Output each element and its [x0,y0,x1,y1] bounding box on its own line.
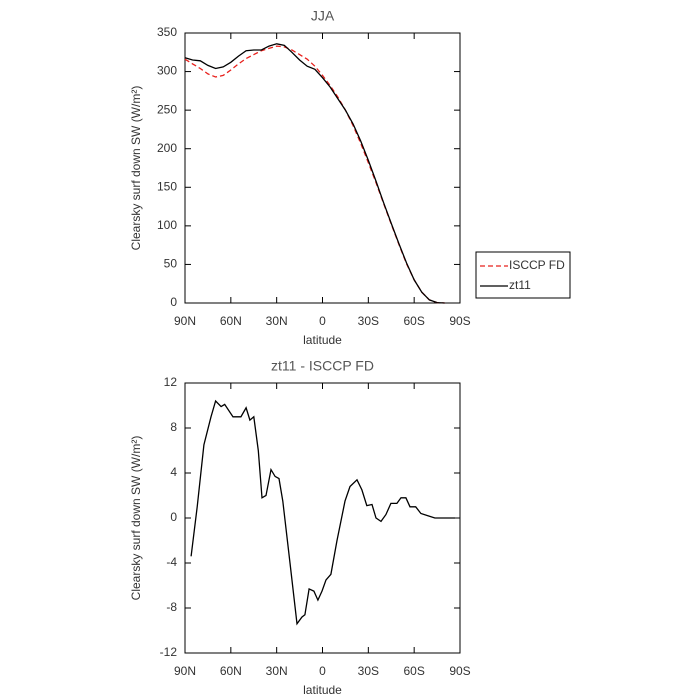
x-tick-label: 90N [174,314,196,328]
x-tick-label: 30S [358,664,379,678]
legend-label: ISCCP FD [509,258,565,272]
plot-frame [184,382,461,654]
x-tick-label: 30N [266,314,288,328]
y-tick-label: 350 [157,25,177,39]
y-axis-label: Clearsky surf down SW (W/m²) [129,86,143,251]
x-tick-label: 60N [220,664,242,678]
y-tick-label: 8 [170,420,177,434]
y-tick-label: -8 [166,600,177,614]
x-tick-label: 30N [266,664,288,678]
y-tick-label: 0 [170,510,177,524]
chart-title: zt11 - ISCCP FD [271,358,374,374]
x-tick-label: 60S [403,664,424,678]
x-tick-label: 90N [174,664,196,678]
y-tick-label: -12 [160,645,178,659]
y-tick-label: 200 [157,141,177,155]
y-tick-label: 4 [170,465,177,479]
legend-box [475,251,571,299]
x-axis-label: latitude [303,683,342,697]
x-axis-label: latitude [303,333,342,347]
x-tick-label: 90S [449,314,470,328]
plot-frame [184,32,461,304]
data-line [184,45,445,304]
y-tick-label: 0 [170,295,177,309]
data-line [184,43,445,304]
y-tick-label: 12 [164,375,178,389]
y-tick-label: 300 [157,64,177,78]
x-tick-label: 0 [319,314,326,328]
data-line [190,399,455,626]
x-tick-label: 90S [449,664,470,678]
y-tick-label: 100 [157,218,177,232]
x-tick-label: 60S [403,314,424,328]
y-tick-label: 150 [157,179,177,193]
y-tick-label: 50 [164,257,178,271]
y-axis-label: Clearsky surf down SW (W/m²) [129,436,143,601]
chart-title: JJA [311,8,335,24]
y-tick-label: 250 [157,102,177,116]
legend-label: zt11 [509,278,531,292]
x-tick-label: 30S [358,314,379,328]
x-tick-label: 0 [319,664,326,678]
y-tick-label: -4 [166,555,177,569]
x-tick-label: 60N [220,314,242,328]
